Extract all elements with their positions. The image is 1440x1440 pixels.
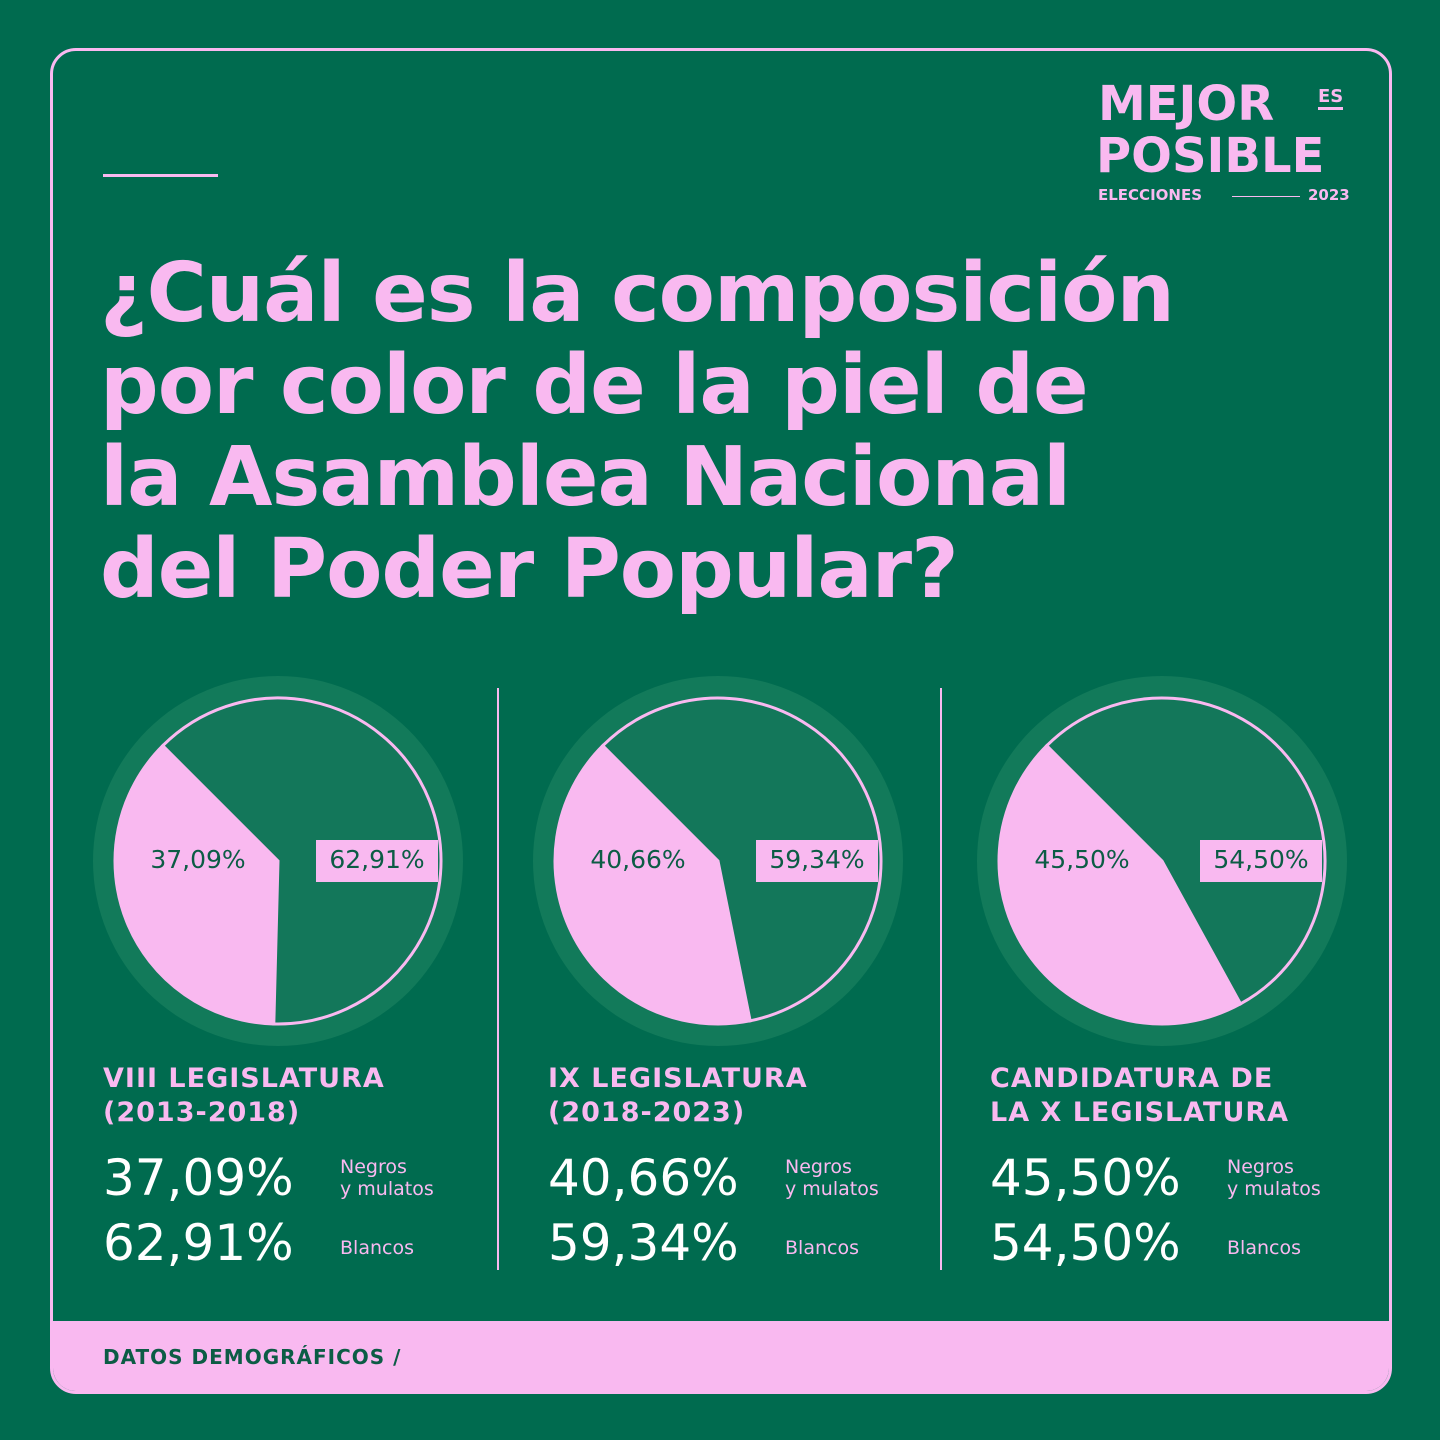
chart-title: VIII LEGISLATURA (2013-2018) xyxy=(103,1063,385,1128)
logo-line1: MEJOR xyxy=(1098,76,1275,132)
legend-label: Blancos xyxy=(785,1237,859,1259)
chart-title: CANDIDATURA DE LA X LEGISLATURA xyxy=(990,1063,1290,1128)
footer: DATOS DEMOGRÁFICOS / xyxy=(53,1321,1389,1391)
pie-slice xyxy=(1044,696,1327,1006)
big-value: 59,34% xyxy=(548,1214,739,1272)
frame: DATOS DEMOGRÁFICOS / xyxy=(50,48,1392,1394)
pie-slice xyxy=(600,696,883,1023)
slice-label: 37,09% xyxy=(150,845,245,874)
legend-label: Blancos xyxy=(340,1237,414,1259)
pie-slice xyxy=(160,696,443,1026)
slice-label: 40,66% xyxy=(590,845,685,874)
logo-right: 2023 xyxy=(1308,186,1350,204)
label-box xyxy=(316,840,438,882)
logo-rule xyxy=(1232,196,1300,197)
big-value: 40,66% xyxy=(548,1149,739,1207)
big-value: 54,50% xyxy=(990,1214,1181,1272)
legend-label: Negros y mulatos xyxy=(1227,1156,1321,1200)
slice-label: 45,50% xyxy=(1034,845,1129,874)
pie-slice xyxy=(553,743,752,1026)
slice-label: 59,34% xyxy=(769,845,864,874)
chart-title: IX LEGISLATURA (2018-2023) xyxy=(548,1063,808,1128)
legend-label: Blancos xyxy=(1227,1237,1301,1259)
pie-slice xyxy=(113,743,280,1026)
logo-line2: POSIBLE xyxy=(1096,128,1325,184)
label-box xyxy=(756,840,878,882)
legend-label: Negros y mulatos xyxy=(340,1156,434,1200)
big-value: 45,50% xyxy=(990,1149,1181,1207)
main-title: ¿Cuál es la composición por color de la … xyxy=(100,246,1175,617)
pie-slice xyxy=(997,743,1243,1026)
legend-label: Negros y mulatos xyxy=(785,1156,879,1200)
logo-left: ELECCIONES xyxy=(1098,186,1203,204)
slice-label: 54,50% xyxy=(1213,845,1308,874)
label-box xyxy=(1200,840,1322,882)
footer-text: DATOS DEMOGRÁFICOS / xyxy=(103,1345,402,1369)
big-value: 37,09% xyxy=(103,1149,294,1207)
big-value: 62,91% xyxy=(103,1214,294,1272)
slice-label: 62,91% xyxy=(329,845,424,874)
logo-es: ES xyxy=(1318,86,1344,110)
rule xyxy=(103,174,218,177)
